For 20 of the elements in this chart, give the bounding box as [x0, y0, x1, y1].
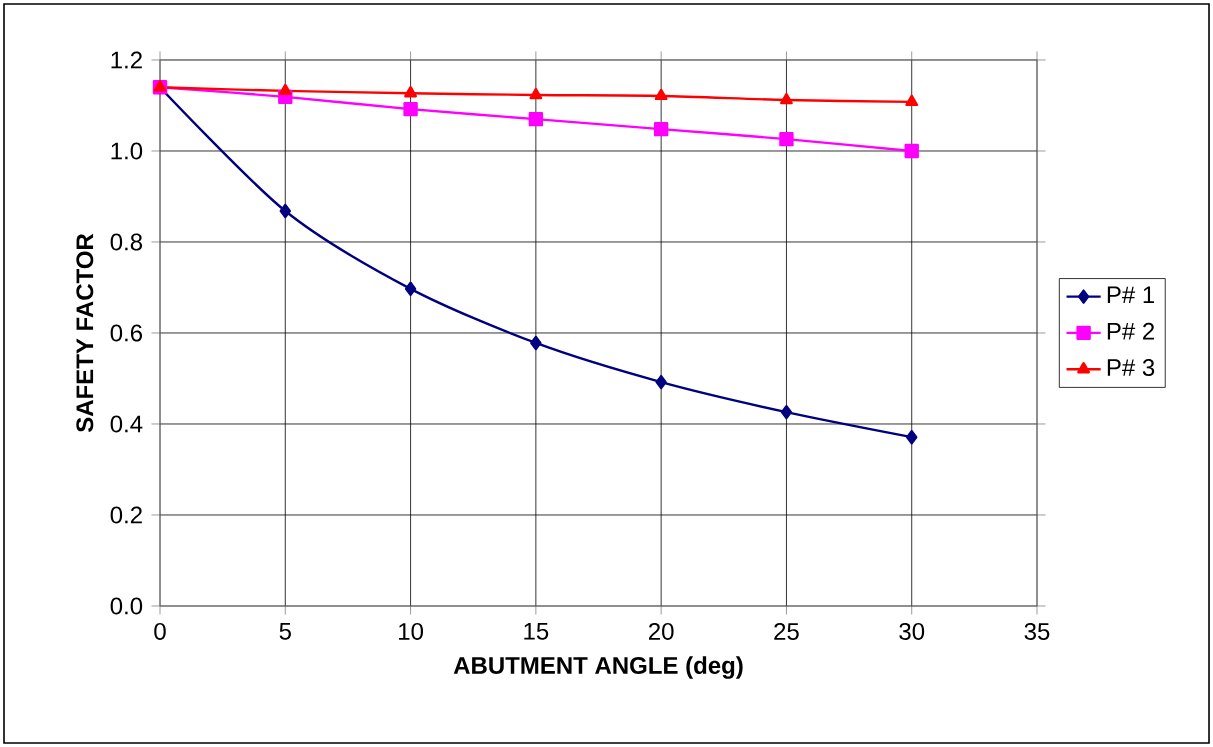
- x-tick-label: 20: [649, 622, 674, 640]
- x-tick-label: 15: [524, 622, 549, 640]
- x-tick-label: 0: [154, 622, 166, 640]
- x-tick-label: 25: [774, 622, 799, 640]
- legend-label: P# 1: [1107, 286, 1155, 304]
- y-tick-label: 1.0: [111, 142, 143, 160]
- y-tick-label: 1.2: [111, 51, 142, 69]
- x-tick-label: 35: [1024, 622, 1050, 640]
- x-tick-label: 30: [899, 622, 925, 640]
- y-tick-label: 0.6: [110, 324, 143, 342]
- x-tick-label: 10: [399, 622, 423, 640]
- legend-label: P# 3: [1107, 359, 1155, 377]
- y-axis-title: SAFETY FACTOR: [76, 233, 94, 433]
- x-axis-title: ABUTMENT ANGLE (deg): [453, 656, 743, 679]
- legend-label: P# 2: [1107, 322, 1155, 340]
- y-tick-label: 0.2: [110, 506, 142, 524]
- y-tick-label: 0.0: [110, 597, 143, 615]
- y-tick-label: 0.8: [110, 233, 143, 251]
- x-tick-label: 5: [279, 622, 291, 640]
- y-tick-label: 0.4: [110, 415, 143, 433]
